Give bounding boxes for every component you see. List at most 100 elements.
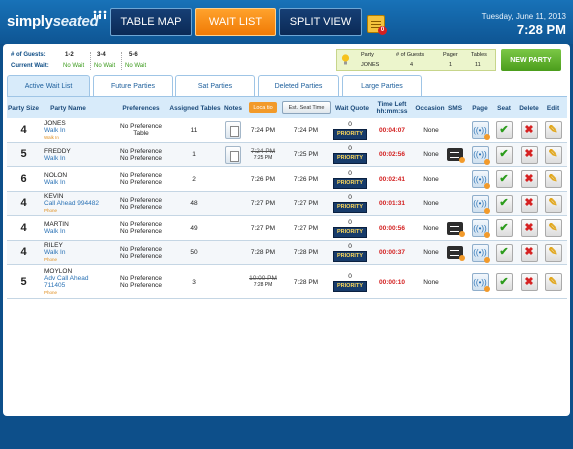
col-party-name[interactable]: Party Name <box>50 104 86 112</box>
col-preferences[interactable]: Preferences <box>122 104 160 112</box>
edit-pencil-icon[interactable]: ✎ <box>544 219 562 237</box>
time-left: 00:01:31 <box>378 200 406 207</box>
new-party-button[interactable]: NEW PARTY <box>501 49 561 71</box>
group-wait: No Wait <box>94 63 116 69</box>
sms-cell <box>444 216 466 240</box>
party-name-cell: FREDDY Walk In <box>44 143 114 167</box>
est-seat-time-button[interactable]: Est. Seat Time <box>282 101 331 114</box>
seat-checkmark-icon[interactable]: ✔ <box>495 194 513 213</box>
page-pager-icon[interactable]: ((•)) <box>471 121 490 140</box>
priority-button[interactable]: PRIORITY <box>333 128 367 140</box>
quote-value: 0 <box>348 145 352 152</box>
delete-x-icon[interactable]: ✖ <box>520 145 538 164</box>
col-party-size[interactable]: Party Size <box>7 104 40 112</box>
tables-header: Tables <box>471 52 487 58</box>
delete-x-icon[interactable]: ✖ <box>520 170 538 188</box>
est-seat-time: 7:26 PM <box>293 175 319 183</box>
waitlist-notification-icon[interactable]: 0 <box>367 15 387 35</box>
seat-checkmark-icon[interactable]: ✔ <box>495 170 513 188</box>
col-wait-quote[interactable]: Wait Quote <box>334 104 370 112</box>
seat-checkmark-icon[interactable]: ✔ <box>495 145 513 164</box>
quote-value: 0 <box>348 243 352 250</box>
people-logo-icon <box>93 10 107 19</box>
nav-table-map-button[interactable]: TABLE MAP <box>110 8 192 36</box>
table-row[interactable]: 6 NOLON Walk In No Preference No Preferen… <box>7 167 567 192</box>
priority-button[interactable]: PRIORITY <box>333 280 367 292</box>
edit-pencil-icon[interactable]: ✎ <box>544 243 562 262</box>
preferences: No Preference No Preference <box>113 167 169 191</box>
table-row[interactable]: 4 RILEY Walk In Phone No Preference No Pr… <box>7 240 567 265</box>
priority-button[interactable]: PRIORITY <box>333 202 367 213</box>
sms-icon[interactable] <box>447 148 465 163</box>
nav-split-view-button[interactable]: SPLIT VIEW <box>279 8 362 36</box>
seat-checkmark-icon[interactable]: ✔ <box>495 243 513 262</box>
delete-x-icon[interactable]: ✖ <box>520 219 538 237</box>
priority-button[interactable]: PRIORITY <box>333 177 367 189</box>
table-row[interactable]: 4 KEVIN Call Ahead 994482 Phone No Prefe… <box>7 191 567 216</box>
time-left: 00:02:56 <box>378 151 406 158</box>
sms-cell <box>444 143 466 167</box>
col-notes[interactable]: Notes <box>223 104 243 112</box>
time-value: 10:00 PM <box>249 275 277 282</box>
col-time-left[interactable]: Time Left hh:mm:ss <box>376 101 408 115</box>
priority-button[interactable]: PRIORITY <box>333 153 367 164</box>
tab-active-wait-list[interactable]: Active Wait List <box>7 75 90 97</box>
priority-button[interactable]: PRIORITY <box>333 226 367 238</box>
page-pager-icon[interactable]: ((•)) <box>471 170 490 189</box>
tab-sat-parties[interactable]: Sat Parties <box>175 75 255 96</box>
party-type: Walk In <box>44 179 66 186</box>
location-time: 10:00 PM 7:28 PM <box>247 265 279 299</box>
party-type: Walk In <box>44 154 66 162</box>
delete-x-icon[interactable]: ✖ <box>520 121 538 139</box>
tab-large-parties[interactable]: Large Parties <box>342 75 422 96</box>
seat-checkmark-icon[interactable]: ✔ <box>495 219 513 237</box>
pref-line: No Preference <box>120 282 162 289</box>
col-assigned-tables[interactable]: Assigned Tables <box>169 104 221 112</box>
occasion: None <box>423 175 439 183</box>
delete-x-icon[interactable]: ✖ <box>520 273 538 291</box>
notes-icon[interactable] <box>225 121 241 139</box>
edit-pencil-icon[interactable]: ✎ <box>544 170 562 188</box>
page-pager-icon[interactable]: ((•)) <box>471 243 490 263</box>
nav-wait-list-button[interactable]: WAIT LIST <box>195 8 276 36</box>
page-pager-icon[interactable]: ((•)) <box>471 194 490 214</box>
sms-icon[interactable] <box>447 246 465 261</box>
table-row[interactable]: 5 FREDDY Walk In No Preference No Prefere… <box>7 142 567 167</box>
time-left: 00:00:56 <box>378 224 406 232</box>
quote-value: 0 <box>348 194 352 201</box>
seat-checkmark-icon[interactable]: ✔ <box>495 273 513 291</box>
table-row[interactable]: 4 JONES Walk In Walk In No Preference Tab… <box>7 118 567 143</box>
edit-cell: ✎ <box>543 265 563 299</box>
page-pager-icon[interactable]: ((•)) <box>471 219 490 238</box>
app-logo: simplyseated <box>7 13 99 30</box>
assigned-tables: 2 <box>192 175 196 183</box>
est-seat-time: 7:25 PM <box>293 151 319 158</box>
table-row[interactable]: 5 MOYLON Adv Call Ahead 711405 Phone No … <box>7 265 567 299</box>
sms-cell <box>444 241 466 265</box>
sms-icon[interactable] <box>447 221 465 237</box>
delete-x-icon[interactable]: ✖ <box>520 194 538 213</box>
seat-checkmark-icon[interactable]: ✔ <box>495 121 513 139</box>
party-size: 4 <box>20 246 27 258</box>
tab-future-parties[interactable]: Future Parties <box>93 75 173 96</box>
priority-button[interactable]: PRIORITY <box>333 251 367 262</box>
party-name: MARTIN <box>44 221 69 228</box>
delete-x-icon[interactable]: ✖ <box>520 243 538 262</box>
delete-cell: ✖ <box>519 241 539 265</box>
page-pager-icon[interactable]: ((•)) <box>471 273 490 292</box>
location-button[interactable]: Loca tio <box>249 102 277 113</box>
pref-line: No Preference <box>120 221 162 228</box>
quote-value: 0 <box>348 218 352 226</box>
time-value: 7:28 PM <box>250 249 276 256</box>
edit-pencil-icon[interactable]: ✎ <box>544 121 562 139</box>
col-occasion[interactable]: Occasion <box>415 104 445 112</box>
page-pager-icon[interactable]: ((•)) <box>471 145 490 165</box>
notes-icon[interactable] <box>225 145 241 164</box>
edit-pencil-icon[interactable]: ✎ <box>544 145 562 164</box>
party-subtype: Walk In <box>44 134 59 140</box>
edit-pencil-icon[interactable]: ✎ <box>544 194 562 213</box>
guests-label: # of Guests: <box>11 52 46 58</box>
tab-deleted-parties[interactable]: Deleted Parties <box>258 75 339 96</box>
table-row[interactable]: 4 MARTIN Walk In No Preference No Prefere… <box>7 216 567 241</box>
edit-pencil-icon[interactable]: ✎ <box>544 273 562 291</box>
